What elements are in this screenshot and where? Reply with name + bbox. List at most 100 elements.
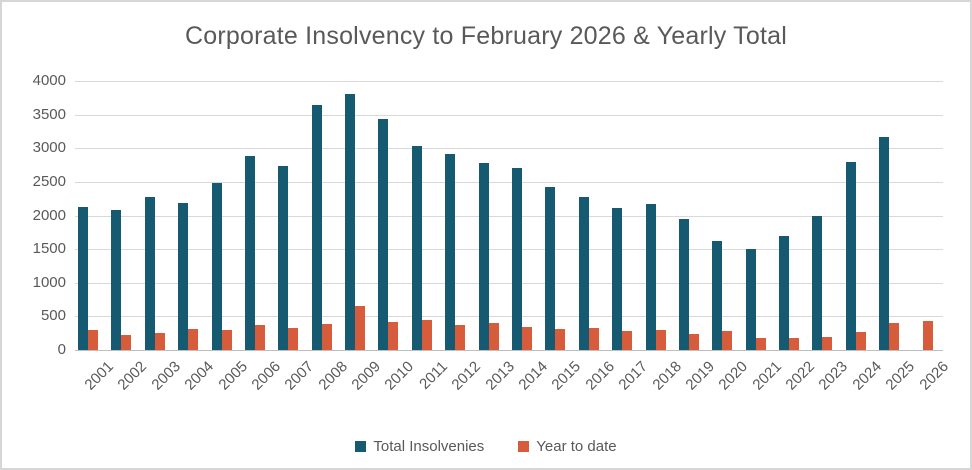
total-insolvenies-bar-2024 [845,161,856,350]
y-tick-label-4000: 4000 [32,72,66,89]
x-tick-label-2017: 2017 [615,358,652,394]
y-tick-label-3500: 3500 [32,105,66,123]
year-to-date-bar-2023 [822,336,833,350]
bar-group-2023 [809,215,842,350]
year-to-date-bar-2001 [88,329,98,350]
year-to-date-bar-2026 [922,321,933,350]
x-tick-label-2022: 2022 [782,358,819,394]
y-tick-label-500: 500 [40,307,66,325]
y-tick-label-0: 0 [57,341,66,358]
bar-group-2010 [375,118,408,350]
total-insolvenies-bar-2004 [178,202,189,350]
year-to-date-bar-2010 [388,322,399,350]
x-tick-label-2002: 2002 [114,358,151,394]
x-tick-label-2009: 2009 [348,358,385,394]
x-tick-label-2025: 2025 [882,358,919,394]
y-tick-label-3000: 3000 [32,139,66,157]
gridline-3000 [75,148,943,150]
bar-group-2003 [142,196,175,350]
bar-group-2019 [676,218,709,350]
total-insolvenies-bar-2007 [278,166,289,350]
year-to-date-bar-2013 [488,323,499,350]
plot-area [75,81,943,351]
y-tick-label-1000: 1000 [32,273,66,291]
x-tick-label-2011: 2011 [416,358,451,393]
year-to-date-bar-2022 [789,337,800,350]
x-tick-label-2014: 2014 [515,358,552,394]
legend: Total Insolvenies Year to date [2,438,970,455]
bar-group-2004 [175,202,208,350]
year-to-date-bar-2006 [254,325,265,350]
year-to-date-bar-2005 [221,329,232,350]
x-tick-label-2003: 2003 [148,358,184,394]
legend-label-year-to-date: Year to date [536,438,617,455]
total-insolvenies-bar-2010 [378,118,389,350]
bar-group-2013 [476,163,509,350]
year-to-date-bar-2009 [355,305,366,350]
x-tick-label-2024: 2024 [849,358,885,394]
year-to-date-bar-2015 [555,329,566,350]
y-tick-label-2000: 2000 [32,206,66,224]
total-insolvenies-bar-2006 [244,155,255,350]
year-to-date-bar-2008 [321,323,332,350]
bar-group-2009 [342,94,375,350]
x-tick-label-2020: 2020 [715,358,752,394]
total-insolvenies-bar-2017 [612,208,623,350]
bar-group-2025 [876,136,909,350]
year-to-date-bar-2020 [722,330,733,350]
total-insolvenies-bar-2005 [211,183,222,350]
bar-group-2007 [275,166,308,350]
year-to-date-bar-2014 [522,327,532,350]
bar-group-2008 [309,104,342,350]
x-tick-label-2021: 2021 [749,358,785,394]
year-to-date-bar-2012 [455,325,466,350]
total-insolvenies-bar-2008 [311,104,322,350]
gridline-2500 [75,181,943,183]
chart-title: Corporate Insolvency to February 2026 & … [185,22,787,50]
x-tick-label-2015: 2015 [548,358,585,394]
x-tick-label-2016: 2016 [582,358,618,394]
x-tick-label-2019: 2019 [682,358,718,394]
gridline-4000 [75,81,943,82]
x-tick-label-2023: 2023 [815,358,852,394]
bar-group-2001 [75,206,108,350]
legend-swatch-total-insolvenies-icon [355,441,367,452]
legend-item-total-insolvenies: Total Insolvenies [355,438,484,455]
legend-item-year-to-date: Year to date [518,438,617,455]
x-tick-label-2013: 2013 [482,358,518,394]
x-tick-label-2006: 2006 [248,358,284,394]
gridline-1500 [75,249,943,251]
total-insolvenies-bar-2020 [712,241,723,350]
total-insolvenies-bar-2023 [812,215,823,350]
bar-group-2020 [709,241,742,350]
bar-group-2011 [409,145,442,350]
x-tick-label-2018: 2018 [648,358,685,394]
bar-group-2006 [242,155,275,350]
legend-label-total-insolvenies: Total Insolvenies [373,438,485,455]
bar-group-2018 [643,204,676,350]
year-to-date-bar-2016 [588,327,599,350]
x-tick-label-2008: 2008 [315,358,351,394]
y-tick-label-2500: 2500 [32,172,66,190]
bar-group-2012 [442,154,475,350]
year-to-date-bar-2019 [688,333,699,350]
total-insolvenies-bar-2015 [545,187,556,350]
bar-group-2024 [843,161,876,350]
gridline-500 [75,316,943,318]
bar-group-2021 [743,249,776,350]
year-to-date-bar-2025 [889,323,900,350]
year-to-date-bar-2003 [154,332,165,350]
y-tick-label-1500: 1500 [32,240,66,258]
total-insolvenies-bar-2014 [512,168,522,350]
total-insolvenies-bar-2025 [879,136,890,350]
x-tick-label-2026: 2026 [916,358,952,394]
x-tick-label-2012: 2012 [448,358,485,394]
bar-group-2026 [910,321,943,350]
year-to-date-bar-2007 [288,327,299,350]
bar-group-2005 [209,183,242,350]
bar-group-2015 [542,187,575,350]
gridline-2000 [75,215,943,217]
total-insolvenies-bar-2019 [678,218,689,350]
gridline-1000 [75,282,943,284]
